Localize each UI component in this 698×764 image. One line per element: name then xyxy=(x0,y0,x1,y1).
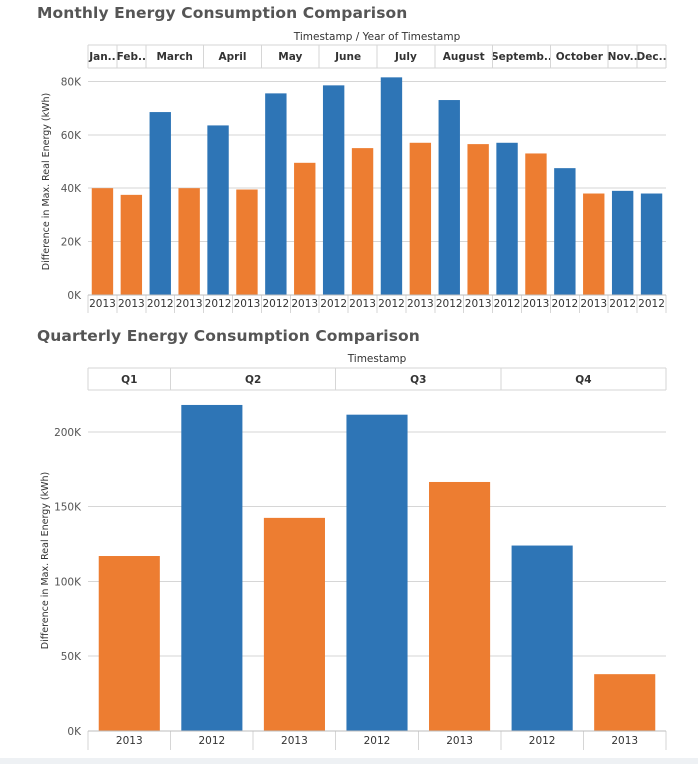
bar-jan-2013 xyxy=(91,188,114,295)
year-tick-label: 2012 xyxy=(609,298,636,310)
year-tick-label: 2012 xyxy=(436,298,463,310)
bar-october-2013 xyxy=(583,193,605,295)
bar-october-2012 xyxy=(554,168,576,295)
bar-feb-2013 xyxy=(120,194,143,295)
year-tick-label: 2013 xyxy=(118,298,145,310)
year-tick-label: 2013 xyxy=(580,298,607,310)
year-tick-label: 2012 xyxy=(262,298,289,310)
bar-july-2012 xyxy=(380,77,403,295)
group-label: May xyxy=(278,51,302,63)
y-tick-label: 0K xyxy=(67,290,82,302)
bar-april-2013 xyxy=(236,189,258,295)
bar-may-2013 xyxy=(294,162,316,295)
year-tick-label: 2013 xyxy=(349,298,376,310)
year-tick-label: 2012 xyxy=(198,735,225,747)
quarterly-chart-title: Quarterly Energy Consumption Comparison xyxy=(37,327,420,345)
y-tick-label: 150K xyxy=(54,502,82,514)
year-tick-label: 2012 xyxy=(147,298,174,310)
group-label: March xyxy=(156,51,192,63)
year-tick-label: 2013 xyxy=(234,298,261,310)
monthly-chart-title: Monthly Energy Consumption Comparison xyxy=(37,4,408,22)
year-tick-label: 2013 xyxy=(89,298,116,310)
year-tick-label: 2013 xyxy=(116,735,143,747)
group-label: April xyxy=(218,51,246,63)
year-tick-label: 2013 xyxy=(407,298,434,310)
year-tick-label: 2013 xyxy=(465,298,492,310)
bar-may-2012 xyxy=(265,93,287,295)
bar-august-2012 xyxy=(438,100,460,295)
year-tick-label: 2012 xyxy=(320,298,347,310)
group-label: Q3 xyxy=(410,374,426,386)
bar-q2-2013 xyxy=(263,517,325,731)
bar-dec-2012 xyxy=(640,193,663,295)
year-tick-label: 2013 xyxy=(446,735,473,747)
column-header: Timestamp / Year of Timestamp xyxy=(293,31,461,43)
year-tick-label: 2013 xyxy=(281,735,308,747)
group-label: Jan.. xyxy=(88,51,115,63)
year-tick-label: 2013 xyxy=(291,298,318,310)
bar-q2-2012 xyxy=(181,404,243,731)
bar-q3-2013 xyxy=(429,481,491,731)
bar-july-2013 xyxy=(409,142,432,295)
bar-q4-2012 xyxy=(511,545,573,731)
year-tick-label: 2012 xyxy=(364,735,391,747)
column-header: Timestamp xyxy=(347,353,407,365)
bar-march-2012 xyxy=(149,112,171,296)
group-label: Q1 xyxy=(121,374,137,386)
year-tick-label: 2013 xyxy=(523,298,550,310)
group-label: Dec.. xyxy=(637,51,667,63)
group-label: August xyxy=(443,51,485,63)
y-tick-label: 200K xyxy=(54,427,82,439)
group-label: Q2 xyxy=(245,374,261,386)
group-label: October xyxy=(556,51,604,63)
group-label: Nov.. xyxy=(608,51,638,63)
bar-q1-2013 xyxy=(98,556,160,731)
y-tick-label: 100K xyxy=(54,576,82,588)
y-axis-title: Difference in Max. Real Energy (kWh) xyxy=(40,472,51,649)
y-axis-title: Difference in Max. Real Energy (kWh) xyxy=(41,93,52,270)
y-tick-label: 20K xyxy=(61,237,82,249)
bar-q4-2013 xyxy=(594,674,656,731)
bar-septemb-2012 xyxy=(496,142,518,295)
year-tick-label: 2012 xyxy=(494,298,521,310)
y-tick-label: 60K xyxy=(61,130,82,142)
group-label: Feb.. xyxy=(117,51,146,63)
bar-q3-2012 xyxy=(346,414,408,731)
group-label: July xyxy=(394,51,417,63)
y-tick-label: 80K xyxy=(61,76,82,88)
bar-nov-2012 xyxy=(611,190,634,295)
year-tick-label: 2012 xyxy=(638,298,665,310)
bar-septemb-2013 xyxy=(525,153,547,295)
bar-june-2013 xyxy=(351,148,374,295)
y-tick-label: 40K xyxy=(61,183,82,195)
year-tick-label: 2012 xyxy=(378,298,405,310)
year-tick-label: 2012 xyxy=(551,298,578,310)
bar-march-2013 xyxy=(178,188,200,295)
bar-august-2013 xyxy=(467,144,489,295)
group-label: Septemb.. xyxy=(491,51,552,63)
bar-april-2012 xyxy=(207,125,229,295)
group-label: Q4 xyxy=(575,374,591,386)
group-label: June xyxy=(334,51,361,63)
year-tick-label: 2012 xyxy=(205,298,232,310)
year-tick-label: 2012 xyxy=(529,735,556,747)
bar-june-2012 xyxy=(322,85,345,295)
year-tick-label: 2013 xyxy=(611,735,638,747)
y-tick-label: 0K xyxy=(67,726,82,738)
y-tick-label: 50K xyxy=(61,651,82,663)
bottom-strip xyxy=(0,758,698,764)
year-tick-label: 2013 xyxy=(176,298,203,310)
